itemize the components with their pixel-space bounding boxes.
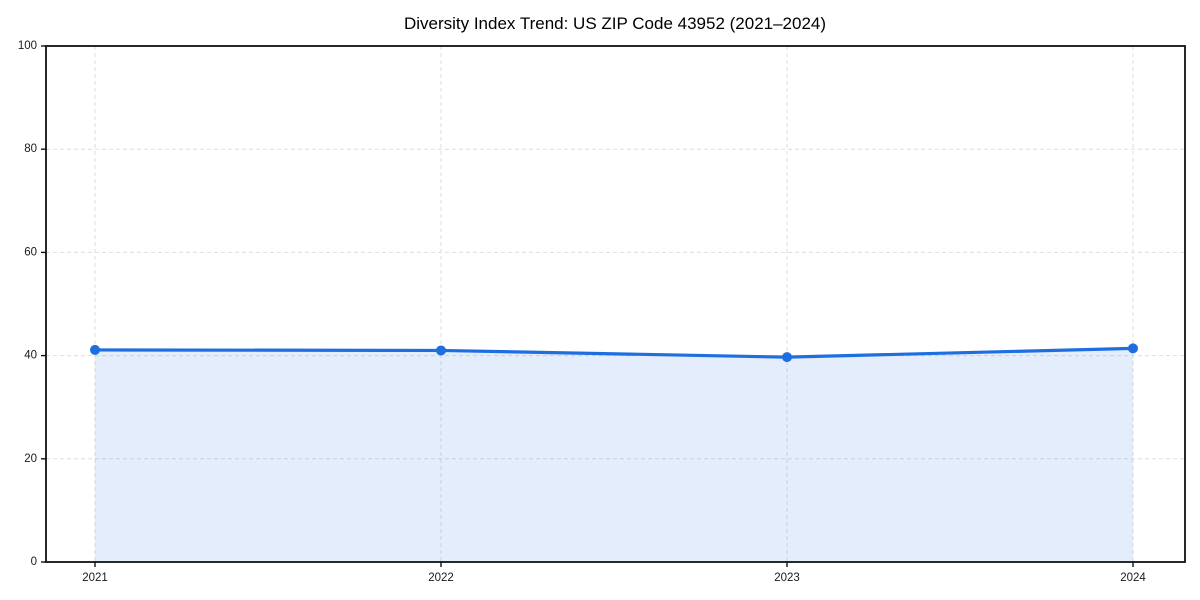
- series-line: [93, 346, 1135, 359]
- x-gridlines: [94, 46, 1134, 562]
- trend-line: [93, 346, 1135, 359]
- y-tick-label: 20: [24, 453, 37, 465]
- x-tick-label: 2023: [774, 572, 800, 584]
- series-area-fill: [95, 348, 1133, 562]
- x-tick-label: 2021: [82, 572, 108, 584]
- y-tick-labels: 0 20 40 60 80 100: [18, 40, 37, 568]
- data-point-marker: [782, 352, 792, 363]
- axis-ticks: [41, 45, 1134, 567]
- x-tick-labels: 2021 2022 2023 2024: [82, 572, 1146, 584]
- y-tick-label: 100: [18, 40, 37, 52]
- y-tick-label: 0: [31, 556, 37, 568]
- data-point-marker: [1128, 343, 1138, 354]
- x-tick-label: 2022: [428, 572, 454, 584]
- data-points: [90, 343, 1138, 363]
- y-tick-label: 40: [24, 350, 37, 362]
- plot-border: [45, 45, 1186, 563]
- data-point-marker: [90, 344, 100, 355]
- area-fill: [95, 348, 1133, 562]
- y-tick-label: 60: [24, 246, 37, 258]
- axes-spines: [45, 45, 1186, 563]
- data-point-marker: [436, 345, 446, 356]
- chart-title: Diversity Index Trend: US ZIP Code 43952…: [404, 14, 826, 33]
- x-tick-label: 2024: [1120, 572, 1146, 584]
- y-tick-label: 80: [24, 143, 37, 155]
